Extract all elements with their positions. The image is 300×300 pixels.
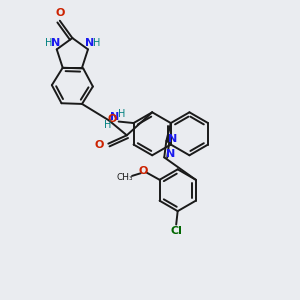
Text: Cl: Cl (170, 226, 182, 236)
Text: N: N (110, 112, 119, 122)
Text: O: O (94, 140, 104, 150)
Text: N: N (166, 149, 176, 159)
Text: N: N (168, 134, 178, 145)
Text: N: N (51, 38, 60, 48)
Text: O: O (55, 8, 64, 18)
Text: N: N (85, 38, 94, 48)
Text: H: H (118, 109, 125, 119)
Text: CH₃: CH₃ (117, 173, 134, 182)
Text: H: H (104, 120, 112, 130)
Text: O: O (108, 114, 117, 124)
Text: H: H (93, 38, 100, 48)
Text: H: H (45, 38, 52, 48)
Text: O: O (139, 166, 148, 176)
